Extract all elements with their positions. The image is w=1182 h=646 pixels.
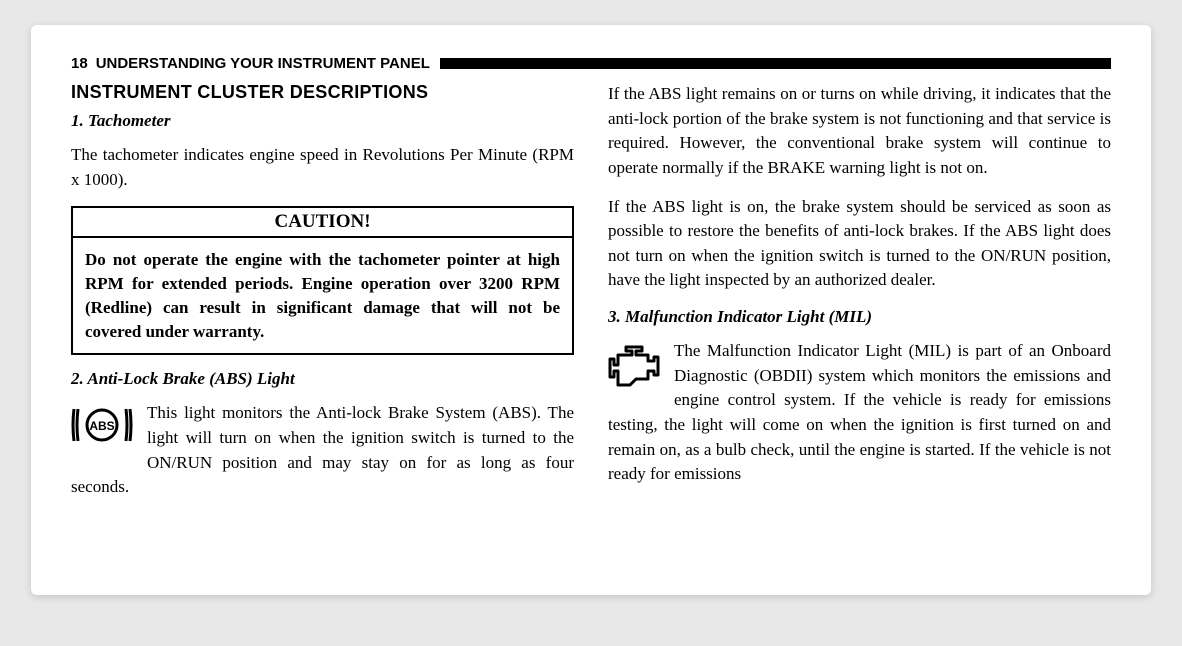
header-rule <box>440 58 1111 69</box>
right-para-2: If the ABS light is on, the brake system… <box>608 195 1111 294</box>
item-3-body-wrap: The Malfunction Indicator Light (MIL) is… <box>608 339 1111 487</box>
item-2-body: This light monitors the Anti-lock Brake … <box>71 403 574 496</box>
page-number: 18 <box>71 55 88 72</box>
item-1-body: The tachometer indicates engine speed in… <box>71 143 574 192</box>
item-3-title: 3. Malfunction Indicator Light (MIL) <box>608 307 1111 327</box>
abs-warning-icon: ABS <box>71 405 133 453</box>
caution-label: CAUTION! <box>73 208 572 238</box>
item-1-title: 1. Tachometer <box>71 111 574 131</box>
check-engine-icon <box>608 343 660 397</box>
right-para-1: If the ABS light remains on or turns on … <box>608 82 1111 181</box>
page-header: 18 UNDERSTANDING YOUR INSTRUMENT PANEL <box>71 55 1111 72</box>
left-column: INSTRUMENT CLUSTER DESCRIPTIONS 1. Tacho… <box>71 82 574 514</box>
content-columns: INSTRUMENT CLUSTER DESCRIPTIONS 1. Tacho… <box>71 82 1111 514</box>
section-heading: INSTRUMENT CLUSTER DESCRIPTIONS <box>71 82 574 103</box>
item-2-title: 2. Anti-Lock Brake (ABS) Light <box>71 369 574 389</box>
chapter-title: UNDERSTANDING YOUR INSTRUMENT PANEL <box>96 55 430 72</box>
item-3-body: The Malfunction Indicator Light (MIL) is… <box>608 341 1111 483</box>
manual-page: 18 UNDERSTANDING YOUR INSTRUMENT PANEL I… <box>31 25 1151 595</box>
right-column: If the ABS light remains on or turns on … <box>608 82 1111 514</box>
caution-body: Do not operate the engine with the tacho… <box>73 238 572 353</box>
caution-box: CAUTION! Do not operate the engine with … <box>71 206 574 355</box>
svg-text:ABS: ABS <box>89 419 114 433</box>
item-2-body-wrap: ABS This light monitors the Anti-lock Br… <box>71 401 574 500</box>
